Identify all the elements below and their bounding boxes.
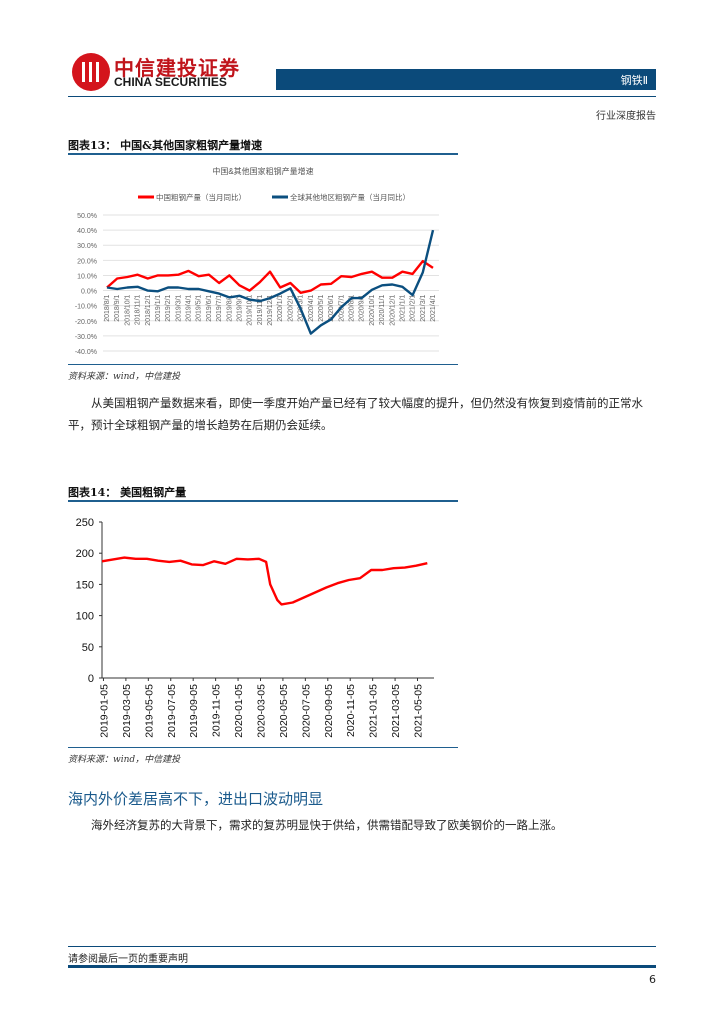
brand-name-cn: 中信建投证券 [114, 56, 240, 80]
x-tick-label: 2021/1/1 [399, 294, 406, 321]
x-tick-label: 2020/2/1 [287, 294, 294, 321]
x-tick-label: 2019/12/1 [267, 294, 274, 325]
sector-banner: 钢铁Ⅱ [276, 69, 656, 90]
x-tick-label: 2019-11-05 [211, 684, 223, 737]
paragraph-us-steel: 从美国粗钢产量数据来看，即使一季度开始产量已经有了较大幅度的提升，但仍然没有恢复… [68, 396, 643, 432]
page-number: 6 [649, 973, 656, 986]
x-tick-label: 2019/8/1 [226, 294, 233, 321]
y-tick-label: -40.0% [75, 349, 97, 356]
x-tick-label: 2019/4/1 [186, 294, 193, 321]
x-tick-label: 2018/12/1 [145, 294, 152, 325]
x-tick-label: 2018/10/1 [124, 294, 131, 325]
x-tick-label: 2020/11/1 [379, 294, 386, 325]
figure14-chart: 250 200 150 100 50 0 2019-01-05 2019-03-05 2019-… [76, 517, 434, 738]
footer-bar [68, 965, 656, 968]
x-tick-label: 2019/7/1 [216, 294, 223, 321]
paragraph-price-gap: 海外经济复苏的大背景下，需求的复苏明显快于供给，供需错配导致了欧美钢价的一路上涨… [91, 818, 563, 832]
y-tick-label: 0 [88, 673, 94, 685]
sector-label: 钢铁Ⅱ [620, 74, 648, 87]
y-tick-label: 100 [76, 611, 94, 623]
y-tick-label: 20.0% [77, 258, 97, 265]
y-tick-label: 40.0% [77, 228, 97, 235]
figure14-bottom-rule [68, 747, 458, 748]
x-tick-label: 2019/9/1 [236, 294, 243, 321]
x-tick-label: 2019-01-05 [98, 684, 110, 738]
x-tick-label: 2021-03-05 [390, 684, 402, 738]
x-tick-label: 2020-07-05 [300, 684, 312, 738]
footer-disclaimer: 请参阅最后一页的重要声明 [68, 954, 188, 965]
x-tick-label: 2020/4/1 [308, 294, 315, 321]
x-tick-label: 2020/5/1 [318, 294, 325, 321]
x-tick-label: 2021-05-05 [413, 684, 425, 738]
x-tick-label: 2021/4/1 [430, 294, 437, 321]
header-divider [68, 96, 656, 97]
x-tick-label: 2019/5/1 [196, 294, 203, 321]
figure13-source: 资料来源：wind，中信建投 [68, 372, 181, 382]
x-tick-label: 2019-05-05 [143, 684, 155, 738]
x-tick-label: 2020-11-05 [345, 684, 357, 737]
y-tick-label: 50.0% [77, 213, 97, 220]
x-tick-label: 2020-05-05 [278, 684, 290, 738]
y-tick-label: 50 [82, 642, 94, 654]
x-tick-label: 2020-03-05 [255, 684, 267, 738]
x-tick-label: 2018/9/1 [114, 294, 121, 321]
x-tick-label: 2019-07-05 [166, 684, 178, 738]
x-tick-label: 2019/10/1 [247, 294, 254, 325]
brand-name-en: CHINA SECURITIES [114, 75, 227, 89]
chart13-title: 中国&其他国家粗钢产量增速 [212, 166, 313, 176]
section-heading: 海内外价差居高不下，进出口波动明显 [68, 790, 324, 808]
figure14-top-rule [68, 500, 458, 502]
x-tick-label: 2019/3/1 [175, 294, 182, 321]
x-tick-label: 2020-09-05 [323, 684, 335, 738]
x-tick-label: 2018/8/1 [104, 294, 111, 321]
x-tick-label: 2020/1/1 [277, 294, 284, 321]
report-type-label: 行业深度报告 [596, 111, 656, 122]
y-tick-label: -20.0% [75, 319, 97, 326]
footer-divider [68, 946, 656, 947]
series-line-other [106, 229, 435, 335]
x-tick-label: 2020/6/1 [328, 294, 335, 321]
x-tick-label: 2019/1/1 [155, 294, 162, 321]
x-tick-label: 2019/11/1 [257, 294, 264, 325]
y-tick-label: 0.0% [81, 289, 97, 296]
y-tick-label: 150 [76, 579, 94, 591]
figure13-bottom-rule [68, 364, 458, 365]
y-tick-label: -30.0% [75, 334, 97, 341]
x-tick-label: 2019/6/1 [206, 294, 213, 321]
series-line-china [106, 259, 434, 295]
y-tick-label: -10.0% [75, 304, 97, 311]
legend-label-china: 中国粗钢产量（当月同比） [156, 192, 246, 202]
y-tick-label: 10.0% [77, 273, 97, 280]
figure14-source: 资料来源：wind，中信建投 [68, 755, 181, 765]
y-tick-label: 250 [76, 517, 94, 529]
x-tick-label: 2019-09-05 [188, 684, 200, 738]
x-tick-label: 2021-01-05 [368, 684, 380, 738]
x-tick-label: 2019/2/1 [165, 294, 172, 321]
figure13-top-rule [68, 153, 458, 155]
x-tick-label: 2020/12/1 [389, 294, 396, 325]
y-tick-label: 30.0% [77, 243, 97, 250]
legend-label-other: 全球其他地区粗钢产量（当月同比） [290, 192, 410, 202]
x-tick-label: 2020/10/1 [369, 294, 376, 325]
x-tick-label: 2021/2/1 [410, 294, 417, 321]
x-tick-label: 2021/3/1 [420, 294, 427, 321]
figure14-title: 图表14： 美国粗钢产量 [68, 486, 187, 499]
x-tick-label: 2018/11/1 [135, 294, 142, 325]
x-tick-label: 2020/9/1 [359, 294, 366, 321]
figure13-title: 图表13： 中国&其他国家粗钢产量增速 [68, 139, 263, 152]
series-line-us-steel [101, 556, 428, 606]
x-tick-label: 2020-01-05 [233, 684, 245, 738]
x-tick-label: 2019-03-05 [121, 684, 133, 738]
x-tick-label: 2020/8/1 [349, 294, 356, 321]
y-tick-label: 200 [76, 548, 94, 560]
brand-logo-icon [72, 53, 110, 91]
